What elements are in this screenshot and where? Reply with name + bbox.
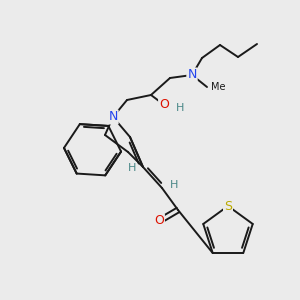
Text: H: H xyxy=(170,180,178,190)
Text: N: N xyxy=(108,110,118,124)
Text: H: H xyxy=(128,163,136,173)
Text: O: O xyxy=(154,214,164,227)
Text: Me: Me xyxy=(211,82,226,92)
Text: H: H xyxy=(176,103,184,113)
Text: N: N xyxy=(187,68,197,82)
Text: O: O xyxy=(159,98,169,112)
Text: S: S xyxy=(224,200,232,212)
